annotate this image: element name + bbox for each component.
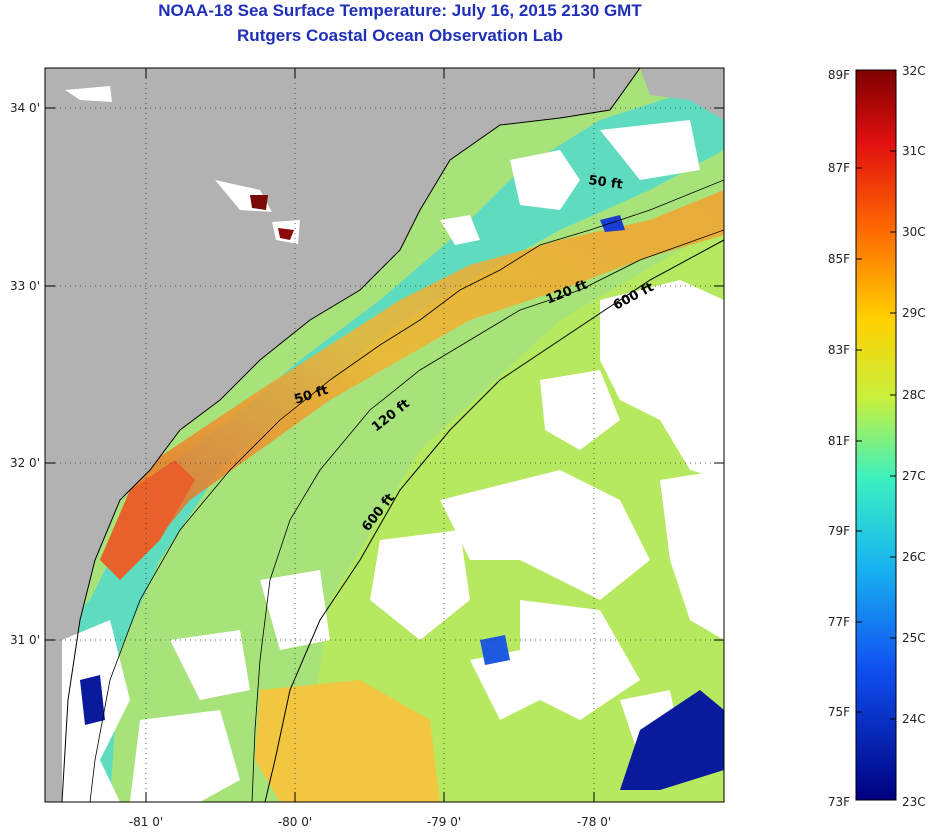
- warm-coastal-band: [100, 190, 724, 560]
- colorbar-c-label: 27C: [902, 469, 926, 483]
- isobath-600ft: [264, 239, 724, 802]
- colorbar-f-label: 85F: [828, 252, 850, 266]
- graticule: [45, 68, 724, 802]
- cold-patch: [600, 215, 625, 232]
- cloud-patch: [600, 280, 724, 480]
- cloud-patch: [470, 650, 540, 720]
- colorbar-f-label: 83F: [828, 343, 850, 357]
- colorbar: [855, 69, 897, 801]
- colorbar-c-label: 29C: [902, 306, 926, 320]
- cloud-patch: [660, 470, 724, 640]
- map-title: NOAA-18 Sea Surface Temperature: July 16…: [158, 1, 642, 20]
- cloud-patch: [600, 120, 700, 180]
- coastline: [61, 68, 641, 802]
- colorbar-f-label: 77F: [828, 615, 850, 629]
- lon-tick-label: -81 0': [129, 815, 163, 829]
- colorbar-f-label: 79F: [828, 524, 850, 538]
- map-subtitle: Rutgers Coastal Ocean Observation Lab: [237, 26, 563, 45]
- cloud-patch: [440, 215, 480, 245]
- map-ticks: [45, 68, 724, 802]
- colorbar-c-label: 32C: [902, 64, 926, 78]
- cloud-patch: [540, 370, 620, 450]
- inland-hot-pixel-2: [278, 228, 294, 240]
- inland-hot-pixel: [250, 195, 268, 210]
- colorbar-ticks: [856, 69, 896, 801]
- colorbar-c-label: 25C: [902, 631, 926, 645]
- lon-tick-label: -80 0': [278, 815, 312, 829]
- colorbar-f-label: 75F: [828, 705, 850, 719]
- cloud-patch: [520, 600, 640, 720]
- land-mass: [45, 68, 640, 802]
- colorbar-c-label: 30C: [902, 225, 926, 239]
- lon-tick-label: -79 0': [427, 815, 461, 829]
- colorbar-f-label: 73F: [828, 795, 850, 809]
- southern-warm-patch: [255, 680, 440, 802]
- cloud-patch: [260, 570, 330, 650]
- colorbar-c-label: 31C: [902, 144, 926, 158]
- lon-tick-label: -78 0': [577, 815, 611, 829]
- colorbar-c-label: 26C: [902, 550, 926, 564]
- lat-tick-label: 32 0': [10, 456, 40, 470]
- lat-tick-label: 34 0': [10, 101, 40, 115]
- warm-hotspot: [100, 460, 195, 580]
- cloud-patch: [440, 470, 650, 600]
- contour-label-50ft-north: 50 ft: [587, 173, 623, 193]
- isobath-120ft: [251, 229, 724, 802]
- cloud-patch: [370, 530, 470, 640]
- cloud-patch: [170, 630, 250, 700]
- lat-tick-label: 33 0': [10, 279, 40, 293]
- colorbar-c-label: 23C: [902, 795, 926, 809]
- cloud-patch: [130, 710, 240, 802]
- cold-patch: [80, 675, 105, 725]
- colorbar-f-label: 81F: [828, 434, 850, 448]
- colorbar-c-label: 24C: [902, 712, 926, 726]
- map-frame: [44, 67, 725, 803]
- cloud-patch: [510, 150, 580, 210]
- colorbar-f-label: 89F: [828, 68, 850, 82]
- colorbar-c-label: 28C: [902, 388, 926, 402]
- cold-patch: [480, 635, 510, 665]
- lat-tick-label: 31 0': [10, 633, 40, 647]
- colorbar-f-label: 87F: [828, 161, 850, 175]
- map-area: 50 ft 120 ft 600 ft 50 ft 120 ft 600 ft: [45, 68, 724, 802]
- land-mass-north: [640, 68, 724, 120]
- inland-water: [65, 86, 112, 102]
- cold-patch: [620, 690, 724, 790]
